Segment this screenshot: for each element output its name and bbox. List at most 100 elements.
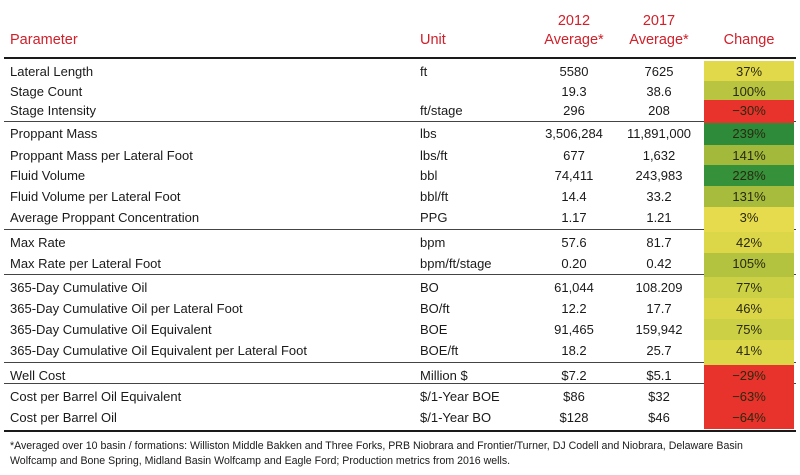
group-divider bbox=[4, 362, 796, 363]
parameter-cell: Max Rate bbox=[10, 235, 66, 250]
table-row: Cost per Barrel Oil Equivalent $/1-Year B… bbox=[0, 386, 800, 407]
parameter-cell: Stage Intensity bbox=[10, 103, 96, 118]
table-row: Proppant Mass per Lateral Foot lbs/ft 677 1… bbox=[0, 145, 800, 166]
unit-cell: PPG bbox=[420, 210, 448, 225]
change-cell: 239% bbox=[704, 123, 794, 145]
table-row: Lateral Length ft 5580 7625 37% bbox=[0, 61, 800, 82]
change-cell: 141% bbox=[704, 145, 794, 165]
avg-2012-cell: 18.2 bbox=[561, 343, 587, 358]
header-2012-average: 2012 Average* bbox=[535, 12, 613, 50]
avg-2017-cell: 25.7 bbox=[646, 343, 672, 358]
avg-2012-cell: 19.3 bbox=[561, 84, 587, 99]
table-row: Max Rate per Lateral Foot bpm/ft/stage 0.2… bbox=[0, 253, 800, 277]
group-divider bbox=[4, 229, 796, 230]
parameter-cell: 365-Day Cumulative Oil bbox=[10, 280, 148, 295]
header-2017-average: 2017 Average* bbox=[620, 12, 698, 50]
avg-2012-cell: 3,506,284 bbox=[545, 126, 603, 141]
change-cell: 37% bbox=[704, 61, 794, 81]
table-row: 365-Day Cumulative Oil per Lateral Foot B… bbox=[0, 298, 800, 319]
avg-2017-cell: $46 bbox=[648, 410, 670, 425]
table-row: 365-Day Cumulative Oil Equivalent BOE 91,4… bbox=[0, 319, 800, 340]
unit-cell: lbs/ft bbox=[420, 148, 448, 163]
table-row: Well Cost Million $ $7.2 $5.1 −29% bbox=[0, 365, 800, 386]
avg-2017-cell: 1.21 bbox=[646, 210, 672, 225]
header-2012-year: 2012 bbox=[557, 13, 591, 29]
unit-cell: bpm/ft/stage bbox=[420, 256, 492, 271]
avg-2012-cell: 1.17 bbox=[561, 210, 587, 225]
avg-2017-cell: 208 bbox=[648, 103, 670, 118]
change-cell: 100% bbox=[704, 81, 794, 100]
avg-2012-cell: $86 bbox=[563, 389, 585, 404]
avg-2017-cell: 11,891,000 bbox=[626, 126, 692, 141]
header-2012-label: Average* bbox=[544, 32, 604, 48]
parameter-cell: Average Proppant Concentration bbox=[10, 210, 200, 225]
header-rule bbox=[4, 57, 796, 59]
change-cell: −29% bbox=[704, 365, 794, 386]
unit-cell: BOE bbox=[420, 322, 448, 337]
header-unit: Unit bbox=[420, 32, 446, 48]
avg-2017-cell: $5.1 bbox=[646, 368, 672, 383]
table-row: Fluid Volume bbl 74,411 243,983 228% bbox=[0, 165, 800, 186]
avg-2017-cell: 108.209 bbox=[635, 280, 683, 295]
parameter-cell: 365-Day Cumulative Oil Equivalent per La… bbox=[10, 343, 307, 358]
parameter-cell: Stage Count bbox=[10, 84, 83, 99]
table-row: Cost per Barrel Oil $/1-Year BO $128 $46 −64… bbox=[0, 407, 800, 429]
change-cell: −63% bbox=[704, 386, 794, 407]
unit-cell: Million $ bbox=[420, 368, 468, 383]
change-cell: 46% bbox=[704, 298, 794, 319]
unit-cell: ft/stage bbox=[420, 103, 463, 118]
change-cell: 42% bbox=[704, 232, 794, 253]
avg-2012-cell: 5580 bbox=[559, 64, 589, 79]
change-cell: −64% bbox=[704, 407, 794, 429]
avg-2012-cell: 296 bbox=[563, 103, 585, 118]
parameter-cell: Fluid Volume bbox=[10, 168, 86, 183]
avg-2012-cell: 14.4 bbox=[561, 189, 587, 204]
avg-2017-cell: 17.7 bbox=[646, 301, 672, 316]
parameter-cell: 365-Day Cumulative Oil Equivalent bbox=[10, 322, 212, 337]
change-cell: 131% bbox=[704, 186, 794, 207]
change-cell: 75% bbox=[704, 319, 794, 340]
unit-cell: BO/ft bbox=[420, 301, 450, 316]
avg-2012-cell: 57.6 bbox=[561, 235, 587, 250]
change-cell: 228% bbox=[704, 165, 794, 186]
footnote: *Averaged over 10 basin / formations: Wi… bbox=[10, 440, 743, 467]
parameter-cell: Fluid Volume per Lateral Foot bbox=[10, 189, 181, 204]
unit-cell: bbl/ft bbox=[420, 189, 449, 204]
change-cell: −30% bbox=[704, 100, 794, 123]
header-parameter: Parameter bbox=[10, 32, 78, 48]
parameter-cell: Cost per Barrel Oil bbox=[10, 410, 117, 425]
avg-2017-cell: 33.2 bbox=[646, 189, 672, 204]
unit-cell: BO bbox=[420, 280, 439, 295]
unit-cell: $/1-Year BOE bbox=[420, 389, 500, 404]
avg-2017-cell: 0.42 bbox=[646, 256, 672, 271]
unit-cell: lbs bbox=[420, 126, 437, 141]
parameter-cell: Max Rate per Lateral Foot bbox=[10, 256, 162, 271]
avg-2017-cell: 1,632 bbox=[642, 148, 676, 163]
table-bottom-rule bbox=[4, 430, 796, 432]
avg-2017-cell: 38.6 bbox=[646, 84, 672, 99]
avg-2012-cell: $7.2 bbox=[561, 368, 587, 383]
header-2017-year: 2017 bbox=[642, 13, 676, 29]
table-row: 365-Day Cumulative Oil Equivalent per La… bbox=[0, 340, 800, 365]
parameter-cell: Cost per Barrel Oil Equivalent bbox=[10, 389, 182, 404]
parameter-cell: Lateral Length bbox=[10, 64, 94, 79]
change-cell: 105% bbox=[704, 253, 794, 277]
parameter-cell: Well Cost bbox=[10, 368, 66, 383]
table-row: Max Rate bpm 57.6 81.7 42% bbox=[0, 232, 800, 253]
parameter-cell: Proppant Mass bbox=[10, 126, 98, 141]
change-cell: 77% bbox=[704, 277, 794, 298]
table-row: 365-Day Cumulative Oil BO 61,044 108.209 77% bbox=[0, 277, 800, 298]
header-change: Change bbox=[723, 32, 775, 48]
parameter-cell: 365-Day Cumulative Oil per Lateral Foot bbox=[10, 301, 243, 316]
avg-2012-cell: 12.2 bbox=[561, 301, 587, 316]
unit-cell: $/1-Year BO bbox=[420, 410, 492, 425]
group-divider bbox=[4, 274, 796, 275]
table-row: Stage Count 19.3 38.6 100% bbox=[0, 81, 800, 102]
unit-cell: ft bbox=[420, 64, 428, 79]
table-header: Parameter Unit 2012 Average* 2017 Averag… bbox=[0, 0, 800, 56]
avg-2012-cell: 0.20 bbox=[561, 256, 587, 271]
avg-2017-cell: 159,942 bbox=[635, 322, 683, 337]
avg-2017-cell: 7625 bbox=[644, 64, 674, 79]
avg-2012-cell: 61,044 bbox=[554, 280, 594, 295]
table-row: Average Proppant Concentration PPG 1.17 1.2… bbox=[0, 207, 800, 232]
